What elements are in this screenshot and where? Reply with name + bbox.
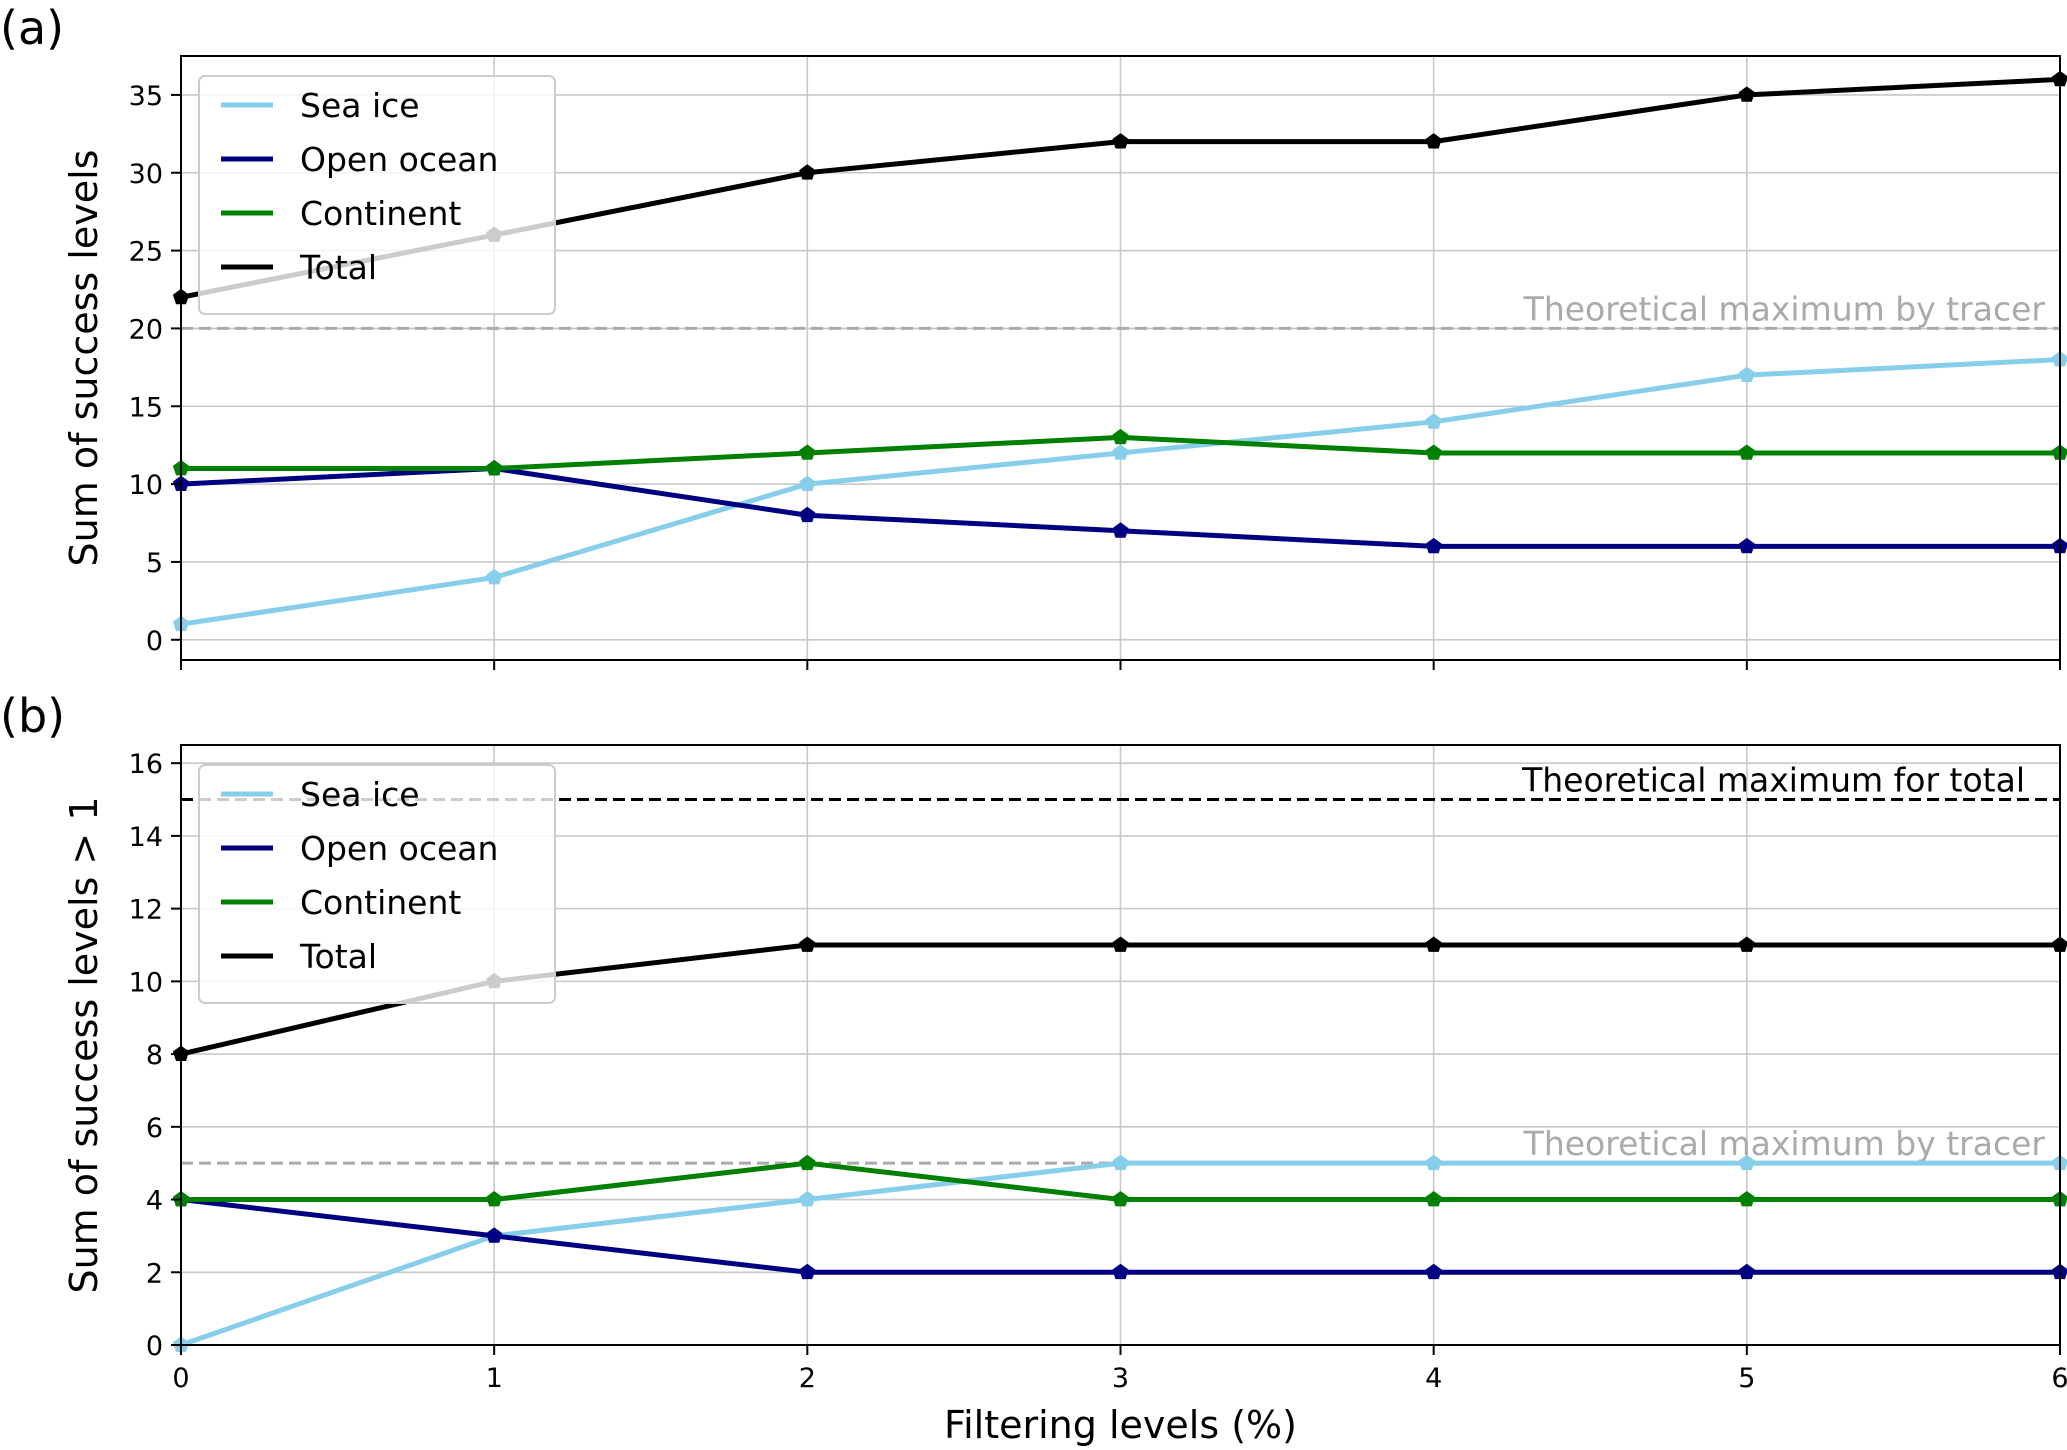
data-point [1112,1191,1129,1207]
x-tick-label: 2 [799,1363,816,1394]
legend: Sea ice Open ocean Continent Total [198,75,556,315]
x-tick-label: 5 [1738,1363,1755,1394]
data-point [1738,366,1755,382]
data-point [799,1263,816,1280]
legend-label: Total [299,248,377,287]
data-point [799,444,816,460]
legend: Sea ice Open ocean Continent Total [198,764,556,1004]
legend-label: Total [299,937,377,976]
reference-line-label: Theoretical maximum for total [1521,761,2025,800]
y-tick-label: 0 [146,626,163,657]
y-tick-label: 0 [146,1331,163,1362]
y-tick-label: 35 [129,81,163,112]
y-axis-label: Sum of success levels [62,150,106,567]
legend-label: Continent [300,194,461,233]
data-point [1425,133,1442,149]
chart-panel-a: Theoretical maximum by tracer 0 5 10 15 20 25 3… [0,1,2067,670]
data-point [486,1191,503,1207]
y-tick-label: 4 [146,1186,163,1217]
data-point [1112,1154,1129,1171]
data-point [486,460,503,476]
data-point [1112,428,1129,445]
y-tick-label: 8 [146,1040,163,1071]
x-tick-label: 3 [1112,1363,1129,1394]
data-point [1425,1154,1442,1171]
y-tick-label: 25 [129,237,163,268]
legend-label: Continent [300,883,461,922]
data-point [1738,86,1755,102]
y-tick-label: 14 [129,822,163,853]
data-point [1112,936,1129,952]
data-point [1738,936,1755,952]
x-tick-label: 1 [486,1363,503,1394]
data-point [1738,1263,1755,1280]
legend-label: Open ocean [300,140,498,179]
data-point [1425,537,1442,554]
panel-label: (a) [0,1,64,55]
y-tick-label: 10 [129,470,163,501]
data-point [1425,444,1442,460]
legend-label: Sea ice [300,86,420,125]
x-tick-label: 0 [172,1363,189,1394]
y-axis-label: Sum of success levels > 1 [62,796,106,1293]
reference-line-label: Theoretical maximum by tracer [1523,1124,2046,1163]
data-point [1112,1263,1129,1280]
data-point [799,1191,816,1207]
y-tick-label: 20 [129,314,163,345]
data-point [799,164,816,180]
data-point [1425,936,1442,952]
reference-line-label: Theoretical maximum by tracer [1523,289,2046,328]
legend-label: Sea ice [300,775,420,814]
y-tick-label: 30 [129,159,163,190]
panel-label: (b) [0,689,65,743]
data-point [1738,537,1755,554]
y-tick-label: 5 [146,548,163,579]
x-tick-label: 6 [2051,1363,2067,1394]
data-point [799,1154,816,1171]
chart-panel-b: Theoretical maximum for total Theoretical… [0,689,2067,1447]
y-tick-label: 6 [146,1113,163,1144]
data-point [1112,522,1129,538]
data-point [486,1227,503,1243]
y-tick-label: 15 [129,392,163,423]
data-point [1112,133,1129,149]
data-point [799,936,816,952]
data-point [799,475,816,491]
y-tick-label: 10 [129,967,163,998]
data-point [1112,444,1129,460]
data-point [1738,444,1755,460]
x-axis-label: Filtering levels (%) [944,1403,1297,1447]
data-point [1425,1263,1442,1280]
x-tick-label: 4 [1425,1363,1442,1394]
data-point [486,569,503,585]
data-point [1738,1154,1755,1171]
legend-label: Open ocean [300,829,498,868]
legend-box [198,75,556,315]
data-point [1425,1191,1442,1207]
legend-box [198,764,556,1004]
y-tick-label: 12 [129,895,163,926]
y-tick-label: 16 [129,749,163,780]
data-point [799,506,816,523]
data-point [1425,413,1442,429]
y-tick-label: 2 [146,1258,163,1289]
data-point [1738,1191,1755,1207]
